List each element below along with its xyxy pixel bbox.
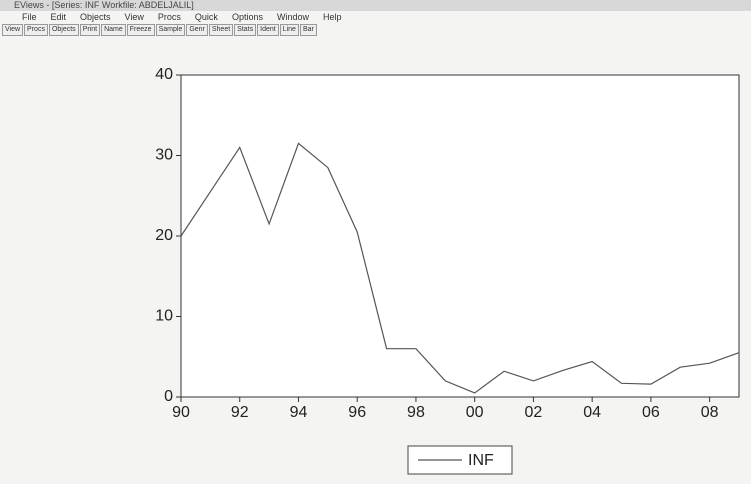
x-tick-label: 92 [231,404,249,421]
x-tick-label: 98 [407,404,425,421]
x-tick-label: 08 [701,404,719,421]
chart: 0 10 20 30 40 90 92 94 96 98 00 02 04 06 08 INF [0,0,751,484]
x-tick-label: 04 [583,404,601,421]
x-tick-label: 06 [642,404,660,421]
plot-area [181,75,739,397]
y-tick-label: 30 [155,147,173,164]
y-tick-label: 40 [155,66,173,83]
y-tick-label: 10 [155,308,173,325]
x-tick-label: 94 [290,404,308,421]
x-tick-label: 02 [525,404,543,421]
x-tick-label: 96 [348,404,366,421]
y-tick-label: 0 [164,388,173,405]
x-tick-label: 00 [466,404,484,421]
y-tick-label: 20 [155,227,173,244]
legend-label: INF [468,452,494,469]
x-tick-label: 90 [172,404,190,421]
page: EViews - [Series: INF Workfile: ABDELJAL… [0,0,751,484]
